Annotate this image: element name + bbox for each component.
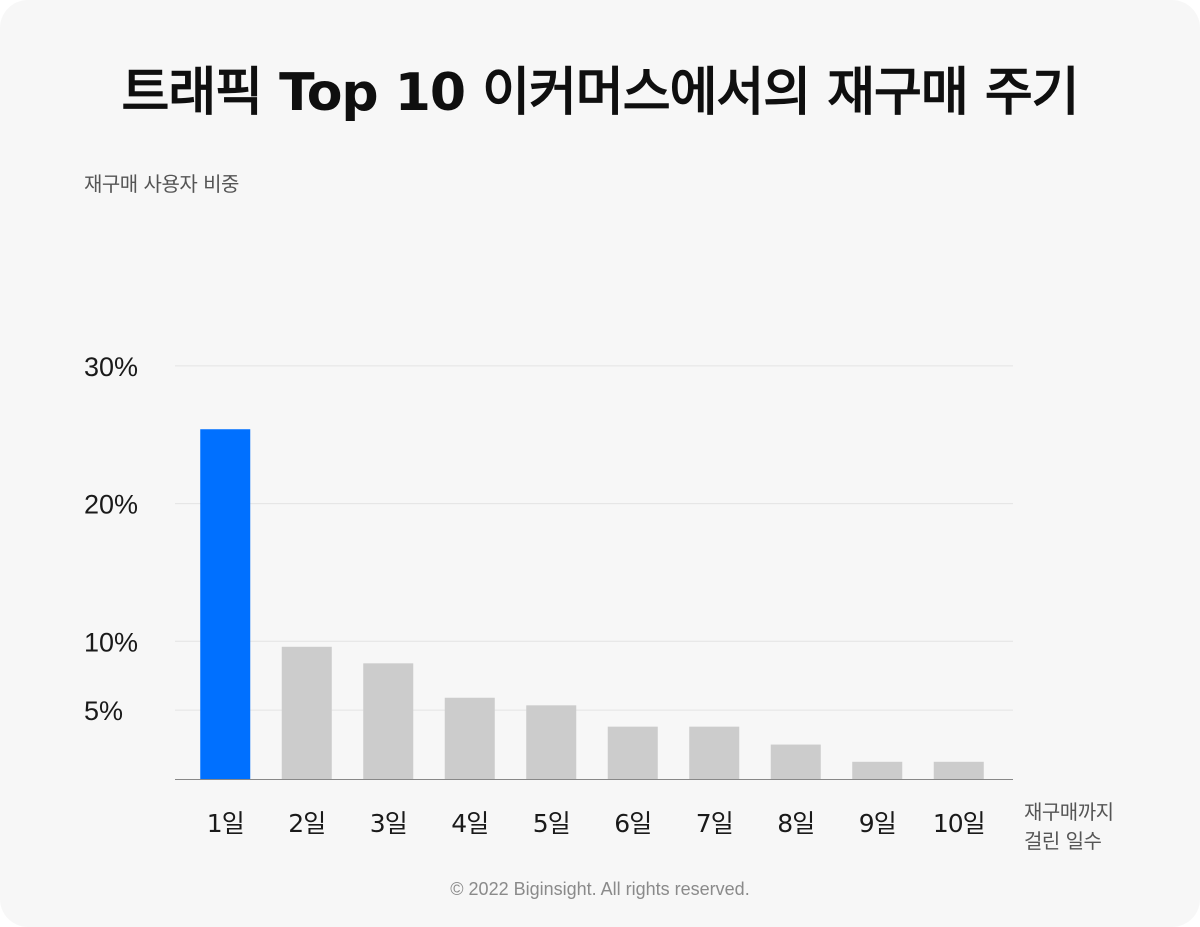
- x-category-label: 5일: [533, 809, 570, 838]
- x-category-label: 4일: [451, 809, 488, 838]
- y-tick-labels: 5% 10% 20% 30%: [84, 352, 138, 726]
- x-category-label: 3일: [370, 809, 407, 838]
- bar: [852, 761, 903, 779]
- x-axis-label-line-2: 걸린 일수: [1024, 829, 1102, 853]
- bars: [200, 429, 984, 779]
- y-tick-label: 30%: [84, 352, 138, 382]
- x-category-label: 9일: [859, 809, 896, 838]
- bar: [526, 705, 577, 779]
- x-category-label: 2일: [288, 809, 325, 838]
- x-category-label: 6일: [614, 809, 651, 838]
- x-category-label: 1일: [207, 809, 244, 838]
- chart-title: 트래픽 Top 10 이커머스에서의 재구매 주기: [121, 63, 1080, 123]
- y-axis-label: 재구매 사용자 비중: [84, 172, 239, 196]
- x-category-label: 7일: [696, 809, 733, 838]
- bar: [933, 761, 984, 779]
- x-category-label: 10일: [933, 809, 985, 838]
- y-tick-label: 5%: [84, 696, 123, 726]
- bar: [689, 726, 740, 779]
- bar: [444, 697, 495, 779]
- bar: [607, 726, 658, 779]
- x-category-labels: 1일 2일 3일 4일 5일 6일 7일 8일 9일 10일: [207, 809, 986, 838]
- y-tick-label: 10%: [84, 627, 138, 657]
- bar: [770, 744, 821, 779]
- bar: [200, 429, 251, 779]
- x-category-label: 8일: [777, 809, 814, 838]
- x-axis-label-line-1: 재구매까지: [1024, 800, 1114, 824]
- y-tick-label: 20%: [84, 490, 138, 520]
- bar: [363, 663, 414, 779]
- copyright-footer: © 2022 Biginsight. All rights reserved.: [450, 879, 750, 899]
- x-axis-label: 재구매까지 걸린 일수: [1024, 798, 1114, 856]
- bar: [281, 646, 332, 779]
